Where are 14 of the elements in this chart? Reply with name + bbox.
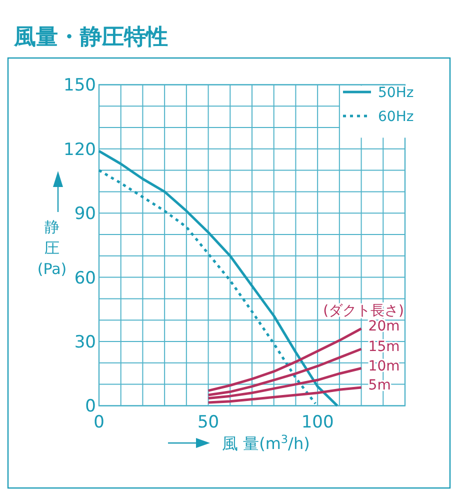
y-tick-label: 120 bbox=[64, 140, 96, 160]
x-tick-label: 100 bbox=[301, 412, 334, 433]
y-tick-label: 150 bbox=[64, 76, 96, 96]
legend-label: 50Hz bbox=[378, 85, 414, 101]
x-axis-title: 風 量(m$^{3}$/h) bbox=[222, 432, 310, 453]
y-tick-label: 30 bbox=[74, 332, 96, 352]
y-axis-title: 静圧(Pa) bbox=[37, 218, 67, 278]
chart-title: 風量・静圧特性 bbox=[13, 25, 168, 50]
legend-label: 60Hz bbox=[378, 109, 414, 125]
y-tick-label: 0 bbox=[85, 396, 96, 417]
y-tick-label: 90 bbox=[74, 204, 96, 224]
y-tick-label: 60 bbox=[74, 268, 96, 288]
line-series bbox=[98, 169, 317, 405]
x-tick-label: 50 bbox=[197, 412, 220, 433]
